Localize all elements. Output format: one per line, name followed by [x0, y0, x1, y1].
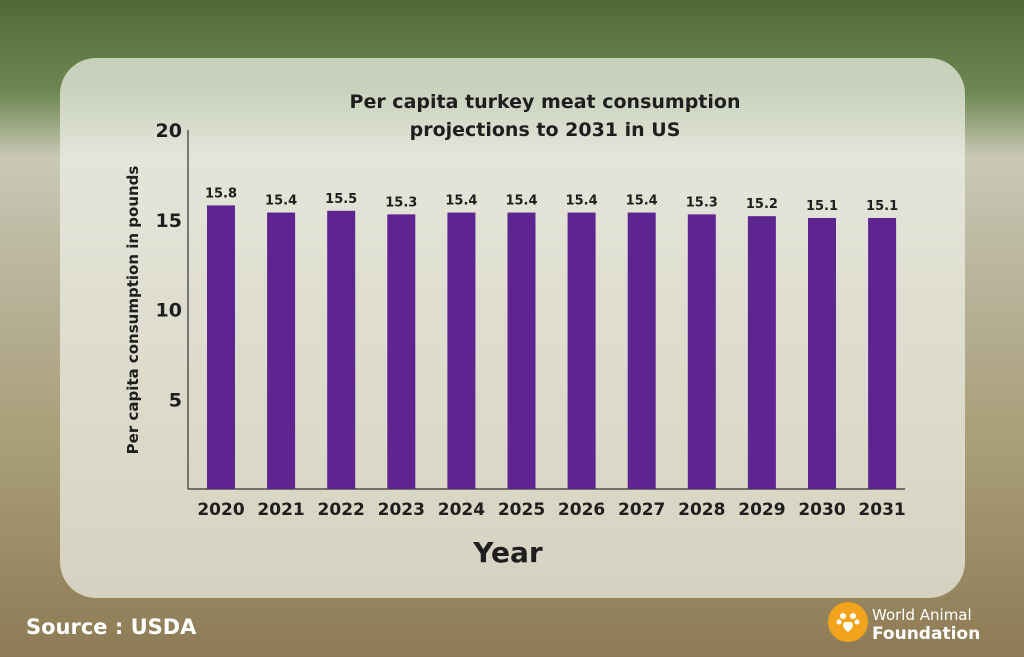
x-tick-label: 2025	[498, 500, 545, 520]
bar-2030	[808, 217, 836, 489]
brand-name-line1: World Animal	[872, 606, 972, 624]
source-label: Source : USDA	[26, 615, 197, 639]
bar-2025	[507, 212, 536, 489]
x-tick-label: 2023	[378, 500, 425, 520]
bar-2023	[387, 214, 416, 490]
y-tick-label: 20	[156, 120, 182, 142]
bar-2020	[207, 205, 235, 489]
bar-2024	[447, 212, 476, 489]
value-label: 15.2	[746, 197, 778, 212]
x-tick-label: 2022	[318, 500, 365, 520]
value-label: 15.4	[566, 194, 598, 209]
value-label: 15.5	[325, 192, 357, 207]
x-tick-label: 2026	[558, 500, 605, 520]
x-tick-label: 2027	[618, 500, 665, 520]
value-label: 15.8	[205, 186, 237, 201]
value-label: 15.3	[686, 195, 718, 210]
y-tick-label: 10	[156, 300, 182, 322]
value-label: 15.3	[385, 195, 417, 210]
bar-2029	[747, 216, 776, 489]
value-label: 15.4	[265, 194, 297, 209]
x-axis-label: Year	[472, 536, 543, 569]
value-label: 15.4	[626, 194, 658, 209]
bar-2027	[627, 212, 656, 489]
x-tick-label: 2028	[678, 500, 725, 520]
x-tick-label: 2029	[738, 500, 785, 520]
value-label: 15.4	[505, 194, 537, 209]
paw-heart-icon	[828, 602, 868, 642]
x-tick-label: 2021	[257, 500, 304, 520]
x-tick-label: 2030	[798, 500, 845, 520]
y-tick-label: 5	[169, 389, 182, 411]
value-label: 15.1	[806, 199, 838, 214]
value-label: 15.1	[866, 199, 898, 214]
y-axis-label: Per capita consumption in pounds	[124, 166, 142, 455]
x-tick-label: 2031	[858, 500, 905, 520]
bar-2022	[327, 210, 356, 489]
x-tick-label: 2024	[438, 500, 485, 520]
bar-2028	[687, 214, 716, 490]
chart-title-line: Per capita turkey meat consumption	[350, 91, 741, 113]
bar-2021	[267, 212, 296, 489]
bar-2031	[868, 217, 897, 489]
brand-logo: World Animal Foundation	[828, 598, 1008, 650]
value-label: 15.4	[445, 194, 477, 209]
chart-title-line: projections to 2031 in US	[410, 119, 681, 141]
x-tick-label: 2020	[197, 500, 244, 520]
bar-2026	[567, 212, 596, 489]
y-tick-label: 15	[156, 210, 182, 232]
brand-name-line2: Foundation	[872, 624, 981, 644]
